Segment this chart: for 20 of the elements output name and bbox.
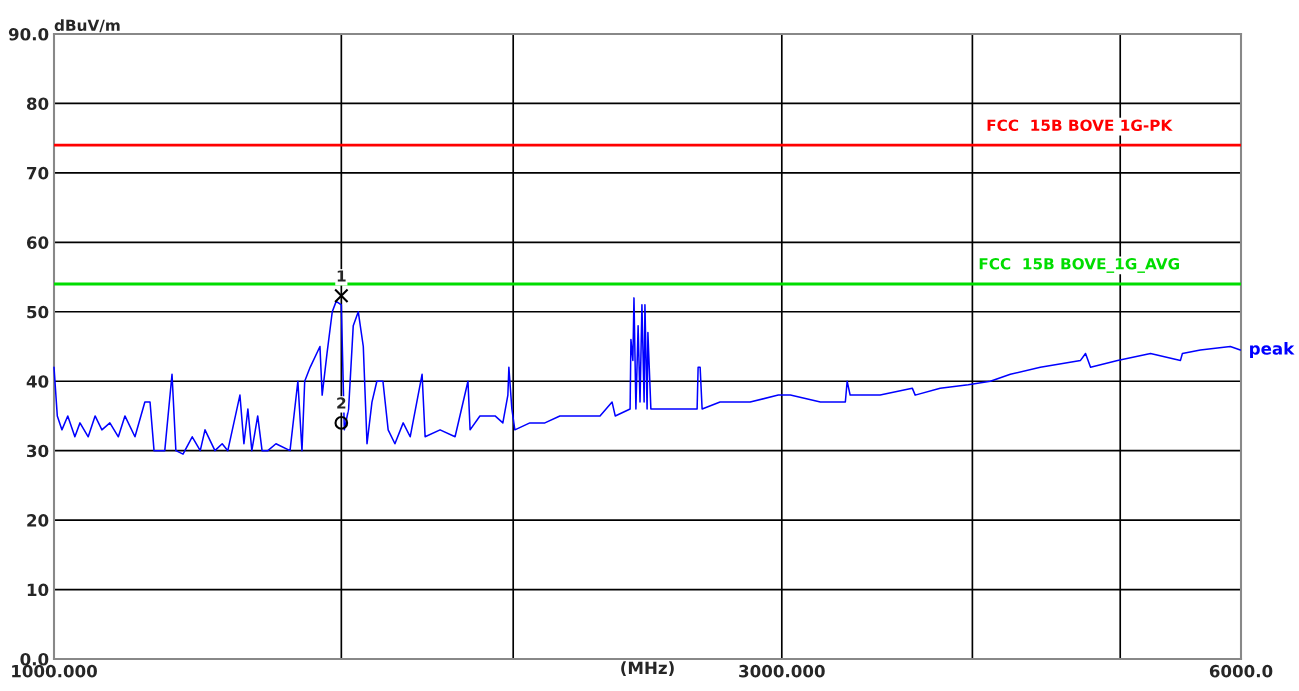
y-tick-label: 40 [26, 375, 49, 388]
annotation: 1 [337, 270, 346, 282]
y-tick-label: 60 [26, 236, 49, 249]
y-axis-title: dBuV/m [54, 19, 120, 33]
x-tick-label: 1000.000 [12, 664, 97, 678]
series-label: peak [1250, 341, 1295, 359]
ref-line-label: FCC 15B BOVE 1G-PK [987, 119, 1173, 132]
y-tick-label: 20 [27, 514, 49, 527]
y-tick-label: 10 [27, 583, 49, 597]
y-tick-label: 90.0 [8, 27, 49, 41]
x-axis-title: (MHz) [621, 661, 674, 677]
y-tick-label: 0.0 [20, 652, 49, 666]
x-tick-label: 3000.000 [739, 664, 825, 678]
ref-line-label: FCC 15B BOVE_1G_AVG [979, 257, 1180, 273]
y-tick-label: 70 [27, 166, 49, 180]
y-tick-label: 50 [27, 305, 49, 319]
x-tick-label: 6000.0 [1209, 664, 1273, 678]
y-tick-label: 30 [27, 444, 49, 458]
annotation: 2 [337, 397, 346, 409]
y-tick-label: 80 [26, 97, 49, 111]
